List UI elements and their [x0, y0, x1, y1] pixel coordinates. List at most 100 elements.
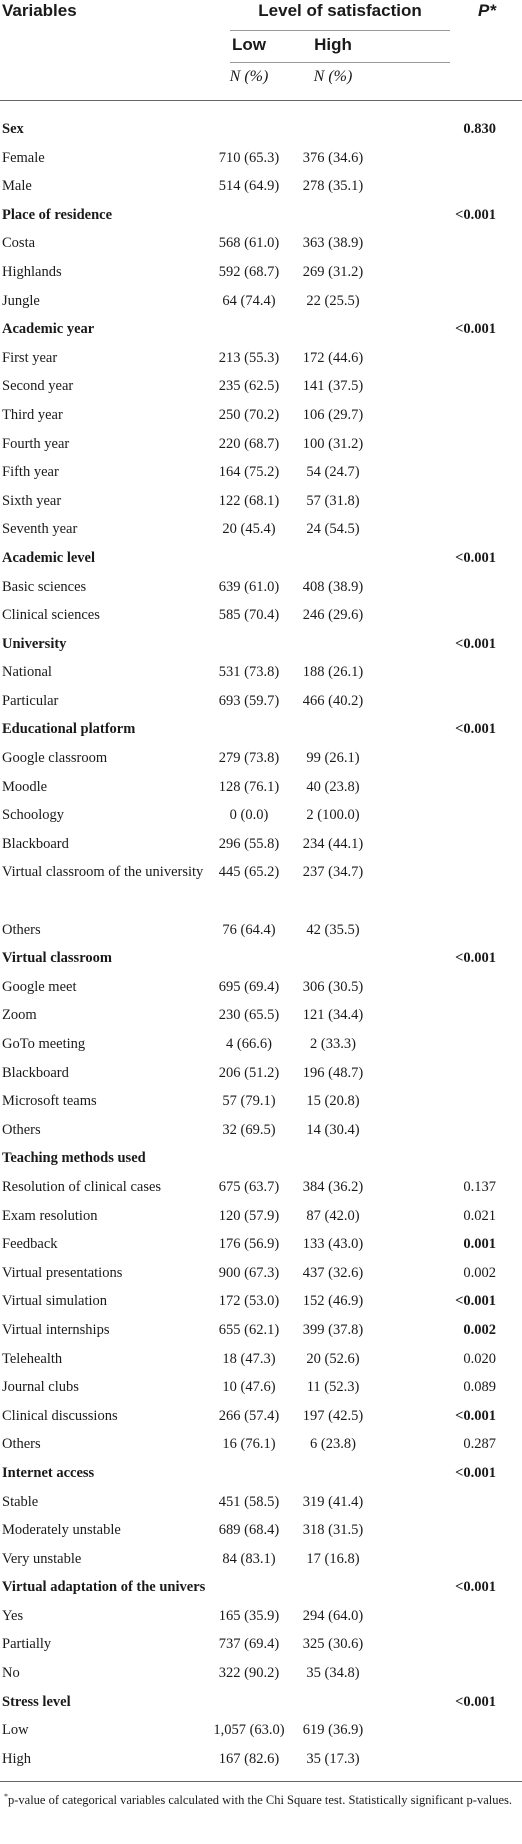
variable-cell: Virtual internships: [2, 1321, 110, 1338]
variable-cell: Basic sciences: [2, 578, 87, 595]
high-cell: 54 (24.7): [306, 464, 360, 481]
variable-cell: No: [2, 1665, 20, 1682]
high-cell: 152 (46.9): [302, 1293, 364, 1310]
low-cell: 230 (65.5): [218, 1007, 280, 1024]
p-value-cell: [373, 744, 522, 773]
p-value-cell: [373, 1630, 522, 1659]
high-cell: 384 (36.2): [302, 1178, 364, 1195]
low-cell: 250 (70.2): [218, 406, 280, 423]
group-row: Sex 0.830: [0, 115, 522, 144]
high-cell: 57 (31.8): [306, 492, 360, 509]
p-value-cell: [373, 172, 522, 201]
low-cell: [205, 715, 293, 744]
variable-cell: Telehealth: [2, 1350, 63, 1367]
p-value-cell: [373, 458, 522, 487]
low-cell: 514 (64.9): [218, 178, 280, 195]
p-value-cell: [373, 1659, 522, 1688]
high-cell: 466 (40.2): [302, 692, 364, 709]
high-cell: 172 (44.6): [302, 349, 364, 366]
table-row: Jungle 64 (74.4) 22 (25.5): [0, 287, 522, 316]
variable-cell: National: [2, 664, 52, 681]
table-row: Virtual internships 655 (62.1) 399 (37.8) 0…: [0, 1316, 522, 1345]
p-value-cell: 0.287: [463, 1436, 496, 1453]
group-row: Virtual adaptation of the university <0.0…: [0, 1573, 522, 1602]
table-row: Third year 250 (70.2) 106 (29.7): [0, 401, 522, 430]
header-variables: Variables: [2, 1, 77, 20]
p-value-cell: [373, 1545, 522, 1574]
variable-cell: Costa: [2, 235, 36, 252]
high-cell: [293, 944, 373, 973]
footnote-mark: *: [4, 1792, 8, 1802]
high-cell: 42 (35.5): [306, 921, 360, 938]
low-cell: 4 (66.6): [226, 1036, 272, 1052]
variable-cell: High: [2, 1750, 31, 1767]
variable-cell: Educational platform: [2, 721, 136, 738]
high-cell: 2 (100.0): [306, 807, 360, 824]
footnote: *p-value of categorical variables calcul…: [0, 1782, 522, 1809]
low-cell: 164 (75.2): [218, 464, 280, 481]
p-value-cell: [373, 229, 522, 258]
high-cell: 294 (64.0): [302, 1607, 364, 1624]
low-cell: 693 (59.7): [218, 692, 280, 709]
high-cell: [293, 1459, 373, 1488]
group-row: Teaching methods used: [0, 1144, 522, 1173]
table-row: Male 514 (64.9) 278 (35.1): [0, 172, 522, 201]
group-row: Academic year <0.001: [0, 315, 522, 344]
table-row: First year 213 (55.3) 172 (44.6): [0, 344, 522, 373]
variable-cell: First year: [2, 349, 58, 366]
p-value-cell: <0.001: [455, 721, 496, 738]
low-cell: 1,057 (63.0): [213, 1722, 285, 1739]
low-cell: 76 (64.4): [222, 921, 276, 938]
table-row: High 167 (82.6) 35 (17.3): [0, 1745, 522, 1774]
variable-cell: Third year: [2, 406, 63, 423]
low-cell: 592 (68.7): [218, 263, 280, 280]
variable-cell: Feedback: [2, 1236, 58, 1253]
p-value-cell: [373, 1488, 522, 1517]
variable-cell: Exam resolution: [2, 1207, 98, 1224]
high-cell: 306 (30.5): [302, 978, 364, 995]
p-value-cell: [373, 1516, 522, 1545]
low-cell: 16 (76.1): [222, 1436, 276, 1453]
high-cell: 619 (36.9): [302, 1722, 364, 1739]
high-cell: [293, 1573, 373, 1602]
high-cell: 141 (37.5): [302, 378, 364, 395]
high-cell: 100 (31.2): [302, 435, 364, 452]
variable-cell: Moodle: [2, 778, 48, 795]
variable-cell: Blackboard: [2, 1064, 69, 1081]
table-row: Microsoft teams 57 (79.1) 15 (20.8): [0, 1087, 522, 1116]
low-cell: 165 (35.9): [218, 1607, 280, 1624]
low-cell: [205, 115, 293, 144]
p-value-cell: [373, 1087, 522, 1116]
variable-cell: Others: [2, 1436, 41, 1453]
p-value-cell: 0.089: [463, 1379, 496, 1396]
table-row: Google meet 695 (69.4) 306 (30.5): [0, 973, 522, 1002]
variable-cell: Partially: [2, 1636, 52, 1653]
variable-cell: Blackboard: [2, 835, 69, 852]
p-value-cell: [373, 258, 522, 287]
p-value-cell: <0.001: [455, 1407, 496, 1424]
table-row: Telehealth 18 (47.3) 20 (52.6) 0.020: [0, 1345, 522, 1374]
variable-cell: Stable: [2, 1493, 39, 1510]
low-cell: 710 (65.3): [218, 149, 280, 166]
low-cell: 266 (57.4): [218, 1407, 280, 1424]
table-row: Partially 737 (69.4) 325 (30.6): [0, 1630, 522, 1659]
variable-cell: Sixth year: [2, 492, 62, 509]
p-value-cell: [373, 144, 522, 173]
group-row: University <0.001: [0, 630, 522, 659]
variable-cell: Stress level: [2, 1693, 71, 1710]
header-level-of-satisfaction: Level of satisfaction: [258, 1, 422, 20]
group-row: Stress level <0.001: [0, 1688, 522, 1717]
low-cell: 445 (65.2): [218, 864, 280, 881]
header-rule: [230, 30, 450, 31]
p-value-cell: [373, 601, 522, 630]
table-row: Sixth year 122 (68.1) 57 (31.8): [0, 487, 522, 516]
variable-cell: Seventh year: [2, 521, 78, 538]
variable-cell: Male: [2, 178, 32, 195]
p-value-cell: 0.002: [463, 1264, 496, 1281]
table-row: Virtual classroom of the university 445 (…: [0, 858, 522, 915]
high-cell: 278 (35.1): [302, 178, 364, 195]
high-cell: 40 (23.8): [306, 778, 360, 795]
low-cell: 322 (90.2): [218, 1665, 280, 1682]
table-row: Fourth year 220 (68.7) 100 (31.2): [0, 430, 522, 459]
